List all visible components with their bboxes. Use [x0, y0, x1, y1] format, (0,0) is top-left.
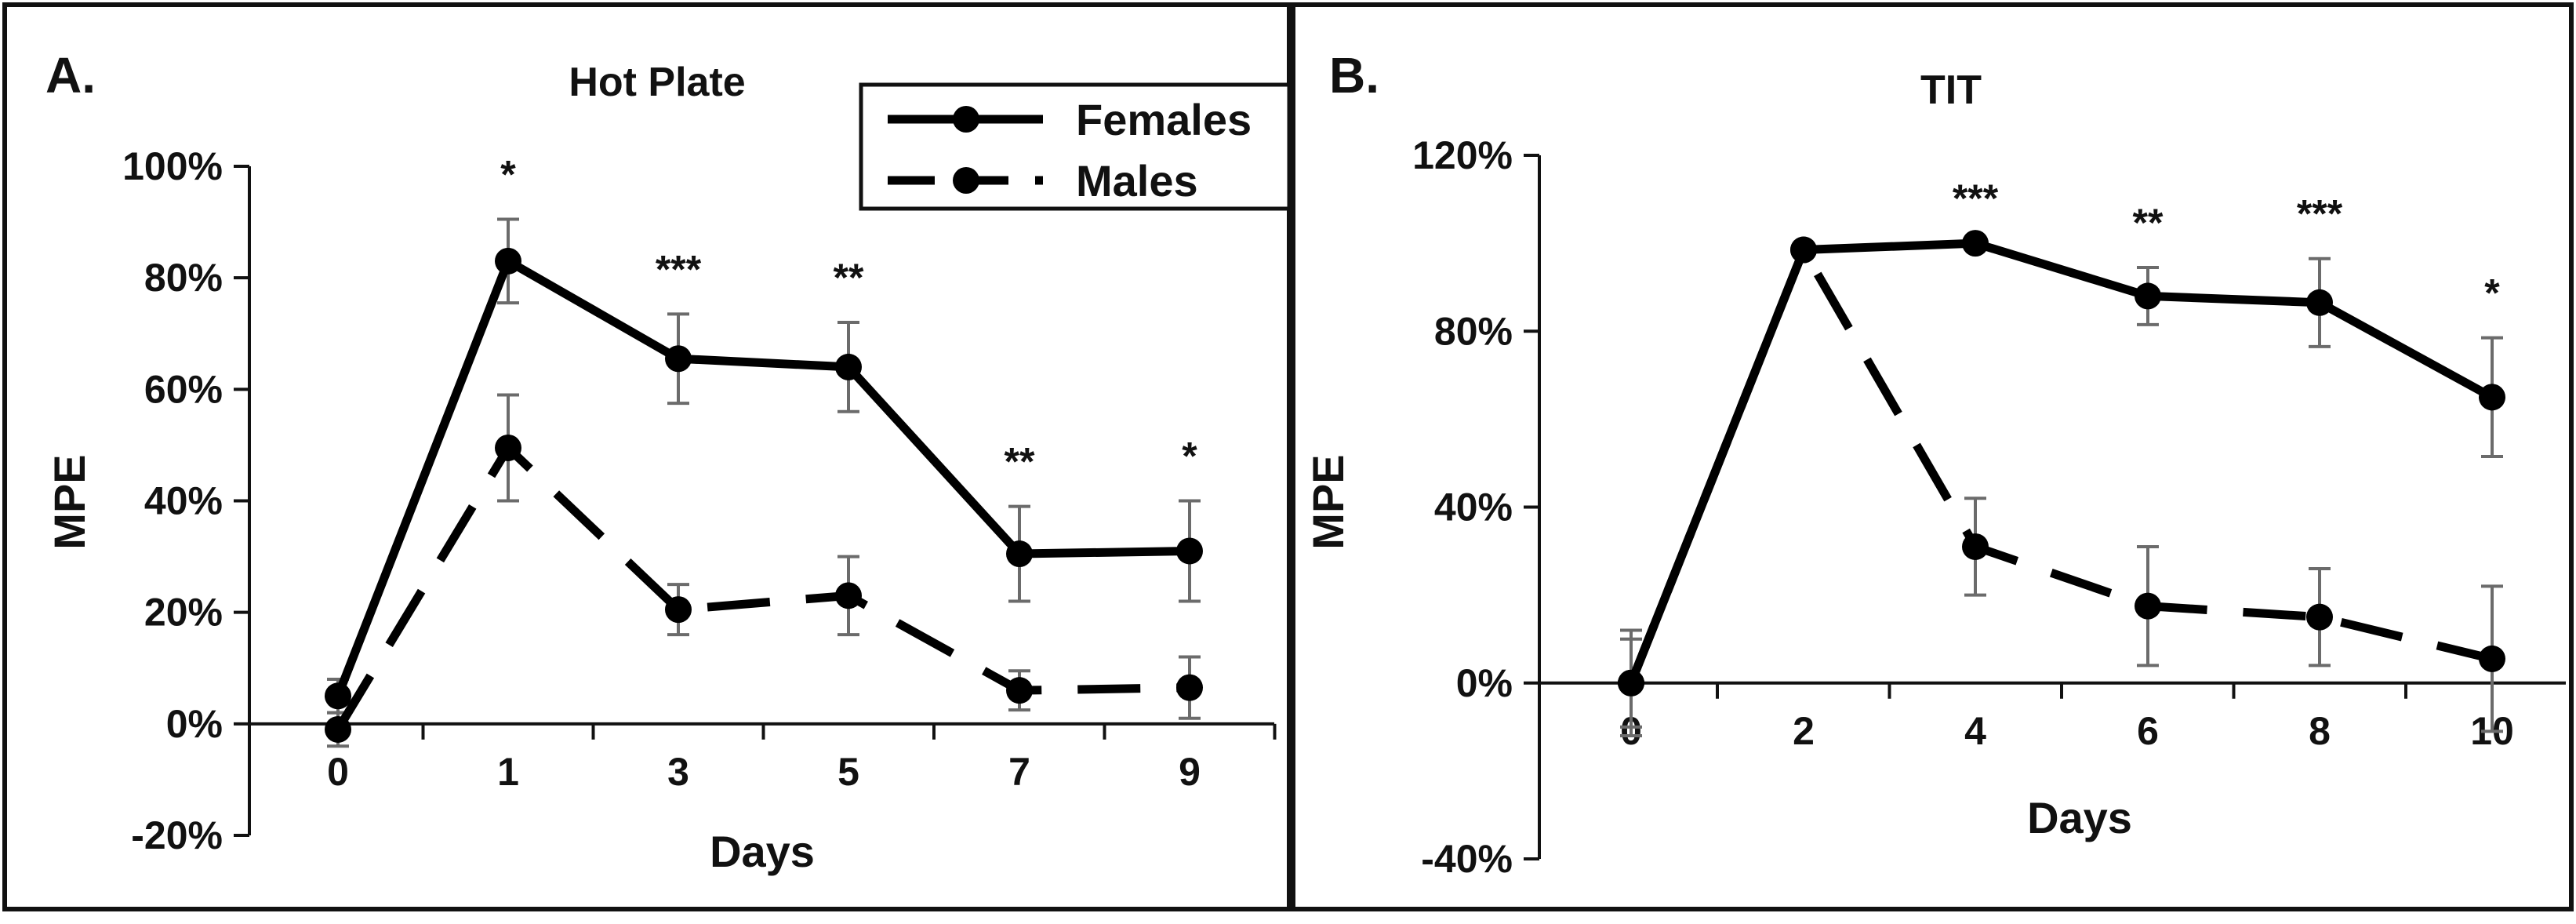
- significance-marker: ***: [656, 247, 702, 291]
- series-line-males: [1626, 246, 2494, 685]
- x-tick-label: 3: [667, 750, 689, 794]
- panel-frame: [1291, 2, 2574, 911]
- y-tick-label: 0%: [1456, 661, 1513, 705]
- y-tick-label: -40%: [1421, 837, 1513, 881]
- chart-title: Hot Plate: [569, 60, 745, 105]
- data-point: [1962, 533, 1989, 560]
- data-point: [835, 582, 862, 609]
- legend-label-males: Males: [1076, 156, 1198, 206]
- legend-marker: [953, 106, 979, 133]
- series-line-females: [333, 256, 1190, 698]
- data-point: [665, 596, 692, 624]
- significance-marker: **: [1005, 440, 1035, 484]
- legend: Females Males: [859, 82, 1292, 211]
- series-females: [325, 217, 1203, 715]
- legend-label-females: Females: [1076, 95, 1252, 144]
- panel-frame: [2, 2, 1292, 911]
- data-point: [2479, 645, 2505, 672]
- data-point: [665, 345, 692, 373]
- chart-title: TIT: [1920, 67, 1982, 113]
- y-tick-label: 40%: [144, 479, 223, 523]
- y-tick-label: 20%: [144, 591, 223, 635]
- series-females: [1618, 230, 2505, 738]
- x-tick-label: 9: [1179, 750, 1201, 794]
- data-point: [2135, 592, 2161, 620]
- x-axis-title: Days: [2027, 793, 2132, 842]
- data-point: [1176, 674, 1203, 701]
- significance-marker: *: [1182, 435, 1197, 478]
- legend-marker: [953, 167, 979, 194]
- series-line-females: [1626, 238, 2494, 685]
- data-point: [2306, 289, 2333, 316]
- significance-marker: ***: [2297, 192, 2343, 236]
- y-axis-title: MPE: [1303, 454, 1353, 549]
- data-point: [495, 247, 521, 275]
- x-tick-label: 5: [837, 750, 859, 794]
- chart-panel-b: B.TIT-40%0%40%80%120%0246810DaysMPE*****…: [1291, 2, 2574, 911]
- data-point: [1962, 230, 1989, 257]
- x-tick-label: 0: [327, 750, 349, 794]
- series-males: [1618, 236, 2505, 733]
- series-line-males: [334, 443, 1190, 732]
- data-point: [495, 434, 521, 461]
- data-point: [325, 715, 351, 743]
- y-tick-label: 80%: [144, 256, 223, 300]
- y-tick-label: 80%: [1434, 309, 1513, 353]
- significance-marker: **: [2133, 201, 2164, 245]
- panel-label: B.: [1329, 47, 1379, 104]
- legend-box: [859, 82, 1292, 211]
- series-males: [325, 393, 1203, 748]
- data-point: [1176, 537, 1203, 565]
- data-point: [1790, 236, 1817, 264]
- chart-panel-a: A. Hot Plate -20% 0% 20% 40% 60% 80% 100% 0 1 3 5 7 9 D…: [2, 2, 1292, 911]
- data-point: [835, 353, 862, 380]
- y-tick-label: 100%: [122, 144, 223, 188]
- data-point: [2306, 603, 2333, 631]
- x-tick-label: 7: [1008, 750, 1030, 794]
- panel-label: A.: [45, 47, 96, 104]
- data-point: [1618, 669, 1644, 697]
- y-tick-label: 40%: [1434, 486, 1513, 529]
- y-tick-label: 0%: [166, 702, 223, 746]
- y-tick-label: 60%: [144, 367, 223, 411]
- data-point: [325, 682, 351, 710]
- x-tick-label: 1: [497, 750, 519, 794]
- data-point: [2479, 384, 2505, 411]
- data-point: [1006, 677, 1033, 704]
- x-tick-label: 2: [1793, 709, 1815, 753]
- x-tick-label: 6: [2137, 709, 2159, 753]
- x-axis-title: Days: [710, 827, 815, 876]
- significance-marker: *: [2484, 271, 2500, 315]
- data-point: [1006, 540, 1033, 568]
- y-axis-title: MPE: [45, 454, 94, 549]
- x-tick-label: 8: [2309, 709, 2331, 753]
- significance-marker: ***: [1953, 176, 1999, 220]
- significance-marker: *: [500, 153, 516, 197]
- y-tick-label: 120%: [1412, 133, 1513, 177]
- data-point: [2135, 282, 2161, 310]
- y-tick-label: -20%: [131, 813, 223, 857]
- x-tick-label: 4: [1964, 709, 1986, 753]
- significance-marker: **: [834, 256, 864, 300]
